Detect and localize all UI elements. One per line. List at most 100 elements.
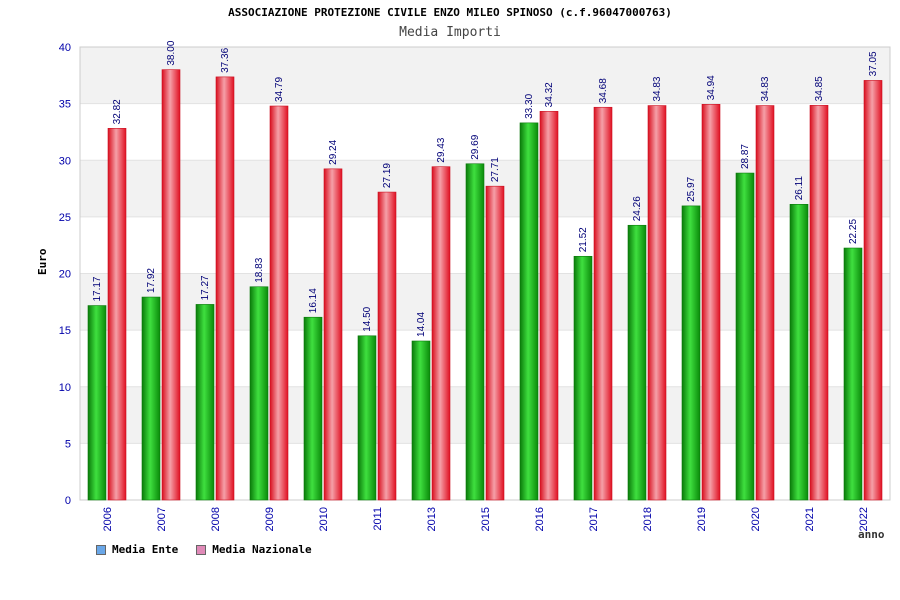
- bar: [593, 106, 613, 501]
- data-label: 27.71: [490, 157, 501, 182]
- bar: [249, 286, 269, 501]
- bar: [647, 105, 667, 501]
- data-label: 33.30: [524, 93, 535, 118]
- grid-band: [80, 103, 890, 161]
- y-tick-label: 30: [59, 155, 71, 167]
- data-label: 34.94: [706, 75, 717, 100]
- grid-band: [80, 443, 890, 500]
- x-tick-label: 2015: [480, 507, 492, 531]
- x-tick-label: 2008: [210, 507, 222, 531]
- x-tick-label: 2018: [642, 507, 654, 531]
- bar: [377, 191, 397, 501]
- bar: [519, 122, 539, 501]
- y-tick-label: 10: [59, 382, 71, 394]
- data-label: 14.04: [416, 312, 427, 337]
- legend-item-media-ente: Media Ente: [96, 543, 178, 556]
- bar: [269, 105, 289, 501]
- grid-band: [80, 330, 890, 387]
- y-tick-label: 40: [59, 42, 71, 54]
- bar: [357, 335, 377, 501]
- data-label: 17.27: [200, 275, 211, 300]
- bar: [539, 111, 559, 501]
- data-label: 29.69: [470, 134, 481, 159]
- data-label: 34.68: [598, 78, 609, 103]
- legend-swatch-media-ente: [96, 544, 106, 555]
- x-tick-label: 2022: [858, 507, 870, 531]
- bars-group: 17.17 32.82 17.92 38.00 17.27 37.36 18.83 34.79…: [87, 40, 883, 501]
- x-axis: 2006 2007 2008 2009 2010 2011 2013 2015 2016 2017…: [102, 507, 870, 531]
- data-label: 38.00: [166, 40, 177, 65]
- x-tick-label: 2019: [696, 507, 708, 531]
- y-axis: 0 5 10 15 20 25 30 35 40: [59, 42, 71, 507]
- bar: [701, 104, 721, 501]
- bar: [465, 163, 485, 501]
- chart-title: ASSOCIAZIONE PROTEZIONE CIVILE ENZO MILE…: [228, 6, 672, 19]
- legend-swatch-media-nazionale: [196, 544, 207, 555]
- bar: [627, 224, 647, 501]
- data-label: 34.79: [274, 77, 285, 102]
- x-tick-label: 2010: [318, 507, 330, 531]
- y-tick-label: 20: [59, 269, 71, 281]
- grid-band: [80, 160, 890, 217]
- data-label: 24.26: [632, 196, 643, 221]
- bar: [141, 296, 161, 501]
- x-tick-label: 2007: [156, 507, 168, 531]
- data-label: 26.11: [794, 176, 805, 201]
- x-tick-label: 2021: [804, 507, 816, 531]
- bar: [323, 168, 343, 501]
- y-tick-label: 0: [65, 495, 71, 507]
- grid-band: [80, 386, 890, 444]
- grid-band: [80, 273, 890, 331]
- bar: [411, 340, 431, 501]
- bar: [87, 305, 107, 501]
- bar: [681, 205, 701, 501]
- data-label: 14.50: [362, 306, 373, 331]
- data-label: 37.36: [220, 47, 231, 72]
- data-label: 29.43: [436, 137, 447, 162]
- data-label: 27.19: [382, 163, 393, 188]
- bar: [863, 80, 883, 501]
- bar: [195, 304, 215, 501]
- bar: [107, 128, 127, 501]
- plot-background: [79, 46, 891, 501]
- data-label: 17.92: [146, 268, 157, 293]
- y-tick-label: 35: [59, 99, 71, 111]
- bar: [215, 76, 235, 501]
- data-label: 29.24: [328, 139, 339, 164]
- x-tick-label: 2009: [264, 507, 276, 531]
- legend-item-media-nazionale: Media Nazionale: [196, 543, 312, 556]
- data-label: 21.52: [578, 227, 589, 252]
- legend: Media Ente Media Nazionale: [96, 543, 312, 556]
- x-tick-label: 2016: [534, 507, 546, 531]
- legend-label-media-nazionale: Media Nazionale: [212, 543, 312, 556]
- data-label: 28.87: [740, 144, 751, 169]
- grid-band: [80, 216, 890, 274]
- bar: [843, 247, 863, 501]
- data-label: 32.82: [112, 99, 123, 124]
- data-label: 18.83: [254, 257, 265, 282]
- y-tick-label: 15: [59, 325, 71, 337]
- data-label: 34.85: [814, 76, 825, 101]
- x-tick-label: 2011: [372, 507, 384, 531]
- x-tick-label: 2013: [426, 507, 438, 531]
- bar: [161, 69, 181, 501]
- data-label: 34.83: [652, 76, 663, 101]
- data-label: 17.17: [92, 276, 103, 301]
- x-tick-label: 2020: [750, 507, 762, 531]
- grid-band: [80, 47, 890, 104]
- bar: [735, 172, 755, 501]
- data-label: 37.05: [868, 51, 879, 76]
- bar: [303, 316, 323, 501]
- bar: [755, 105, 775, 501]
- data-label: 22.25: [848, 219, 859, 244]
- y-tick-label: 5: [65, 438, 71, 450]
- x-axis-label: anno: [858, 528, 885, 541]
- x-tick-label: 2006: [102, 507, 114, 531]
- bar: [573, 255, 593, 501]
- data-label: 25.97: [686, 176, 697, 201]
- bar: [431, 166, 451, 501]
- data-label: 34.32: [544, 82, 555, 107]
- legend-label-media-ente: Media Ente: [112, 543, 179, 556]
- y-tick-label: 25: [59, 212, 71, 224]
